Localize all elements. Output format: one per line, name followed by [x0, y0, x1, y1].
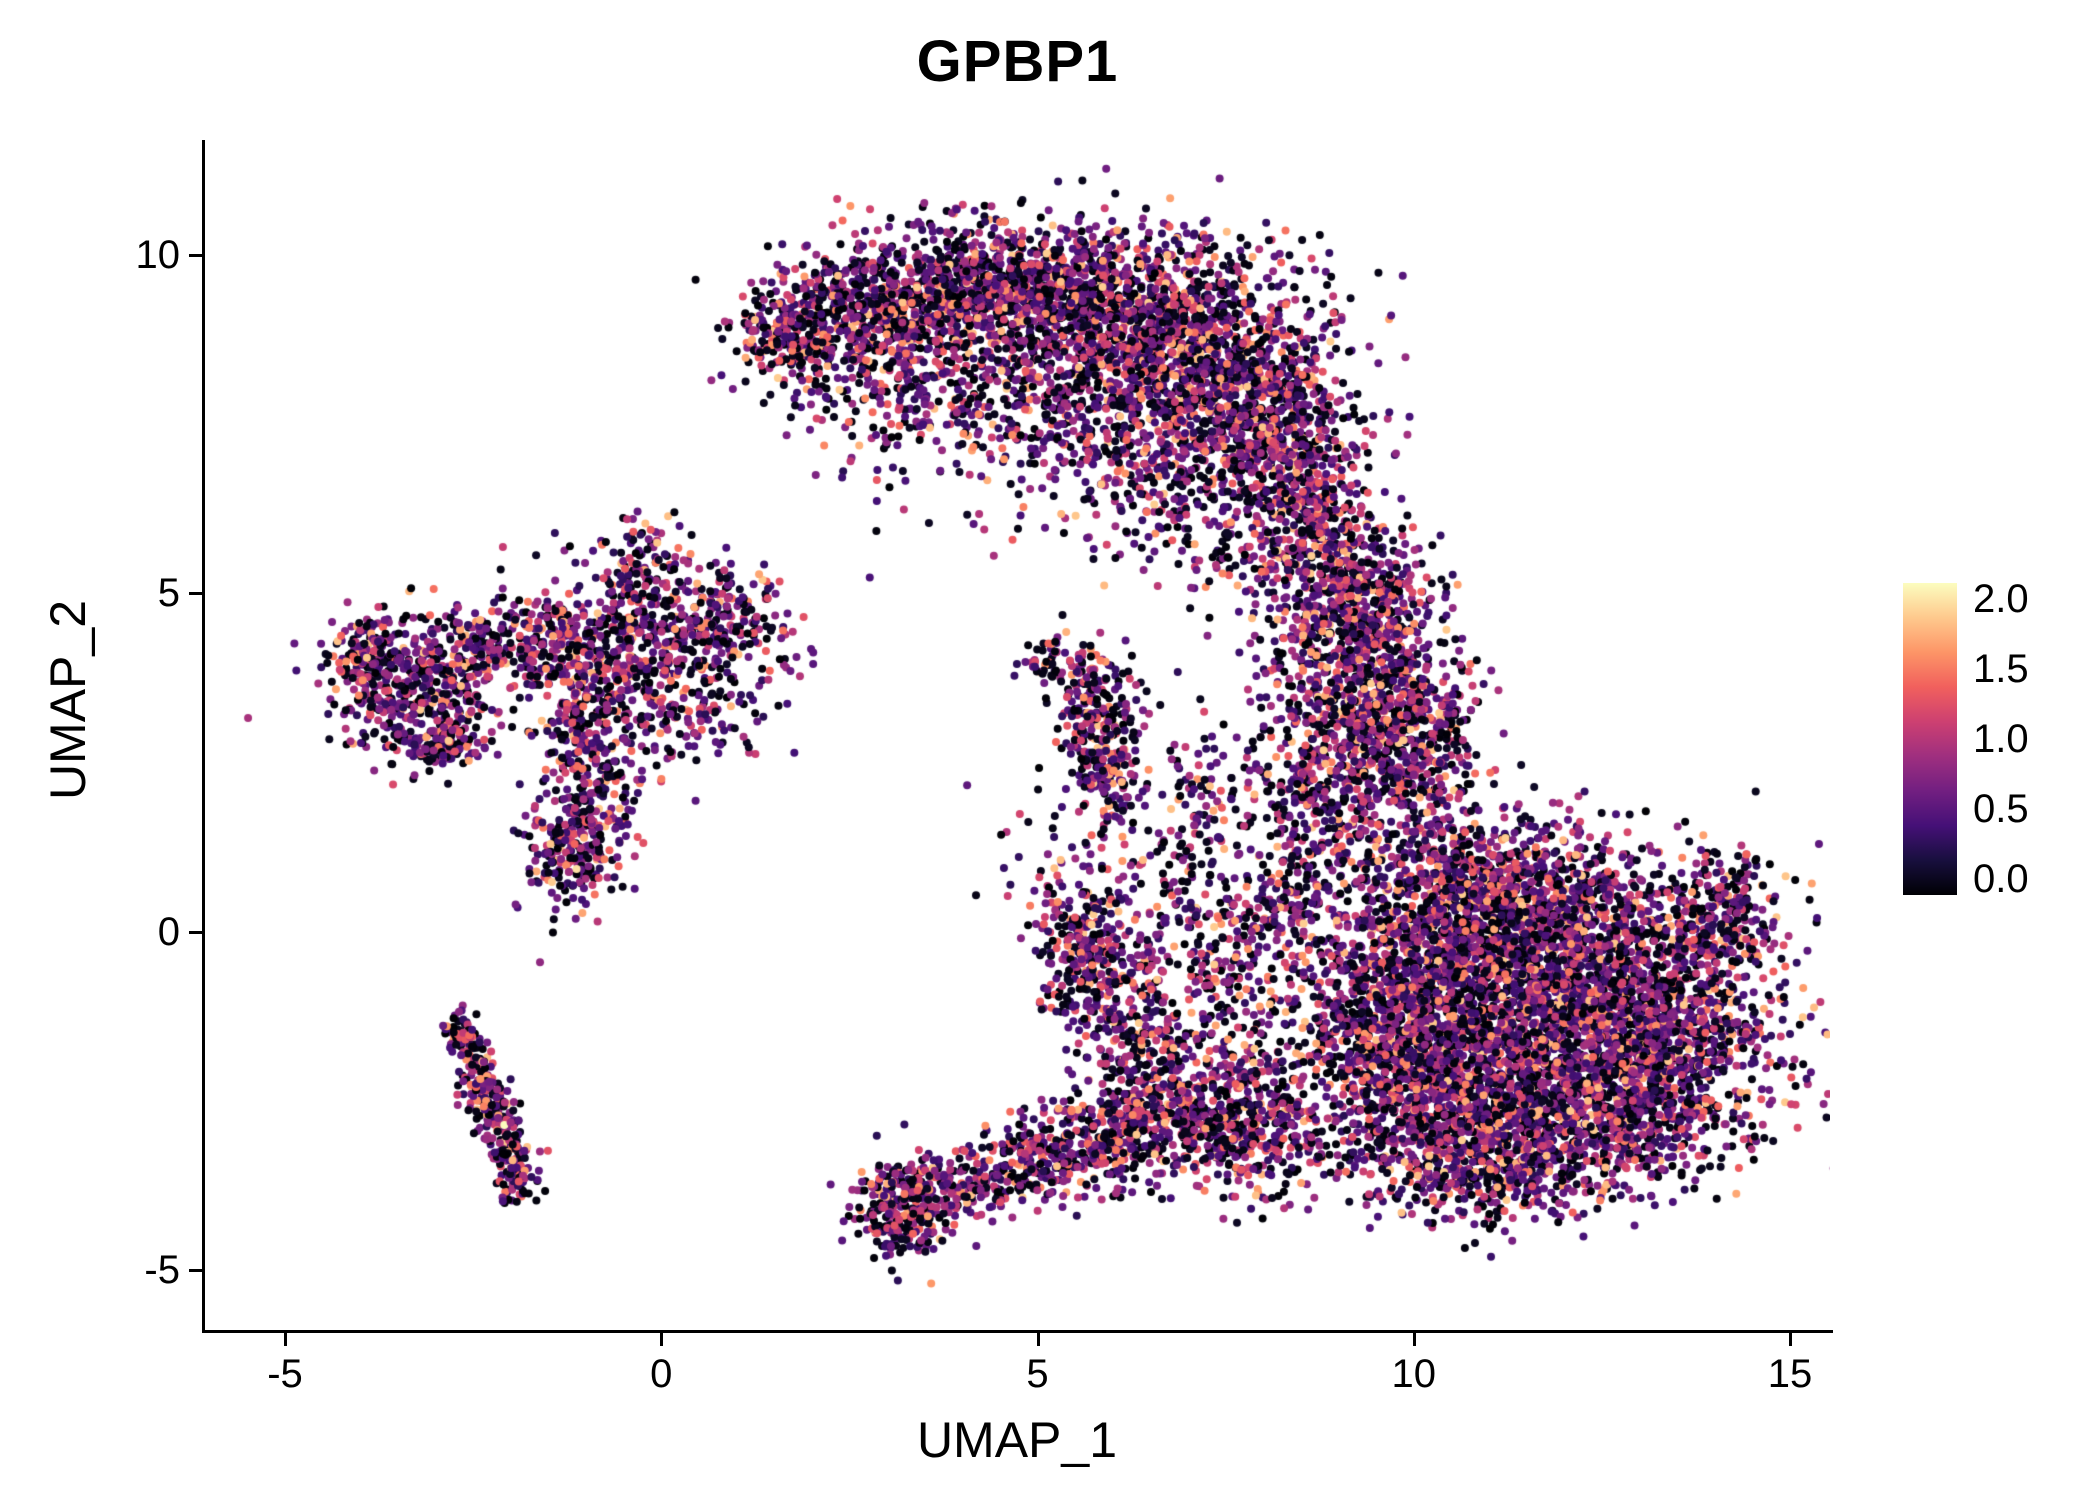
colorbar-tick-label: 2.0	[1973, 577, 2029, 621]
y-tick-mark	[189, 592, 202, 596]
scatter-points-canvas	[205, 140, 1830, 1330]
x-tick-label: 10	[1391, 1352, 1437, 1396]
x-tick-mark	[1036, 1333, 1040, 1346]
colorbar-gradient	[1903, 583, 1957, 895]
y-tick-label: 0	[157, 909, 180, 954]
x-tick-mark	[284, 1333, 287, 1346]
colorbar-tick-label: 1.5	[1973, 647, 2029, 691]
colorbar-legend: 0.0 0.5 1.0 1.5 2.0	[1903, 577, 2093, 901]
colorbar-tick-label: 0.0	[1973, 857, 2029, 901]
colorbar-tick-label: 1.0	[1973, 717, 2029, 761]
colorbar-tick-label: 0.5	[1973, 787, 2029, 831]
y-tick-mark	[189, 1269, 202, 1272]
x-tick-mark	[1789, 1333, 1792, 1346]
y-tick-mark	[189, 254, 202, 257]
x-tick-label: 5	[1026, 1352, 1049, 1396]
x-tick-label: -5	[267, 1352, 303, 1396]
y-tick-label: -5	[144, 1248, 180, 1292]
x-tick-label: 15	[1767, 1352, 1813, 1396]
plot-panel	[205, 140, 1830, 1330]
y-tick-label: 10	[135, 233, 181, 277]
y-axis-line	[202, 140, 205, 1333]
x-axis-line	[202, 1330, 1833, 1333]
y-tick-label: 5	[157, 571, 180, 616]
y-axis-title: UMAP_2	[40, 599, 96, 801]
y-tick-mark	[189, 930, 202, 934]
chart-title: GPBP1	[916, 29, 1119, 94]
x-tick-mark	[660, 1333, 664, 1346]
x-axis-title: UMAP_1	[916, 1412, 1118, 1468]
x-tick-mark	[1412, 1333, 1416, 1346]
x-tick-label: 0	[650, 1352, 673, 1396]
